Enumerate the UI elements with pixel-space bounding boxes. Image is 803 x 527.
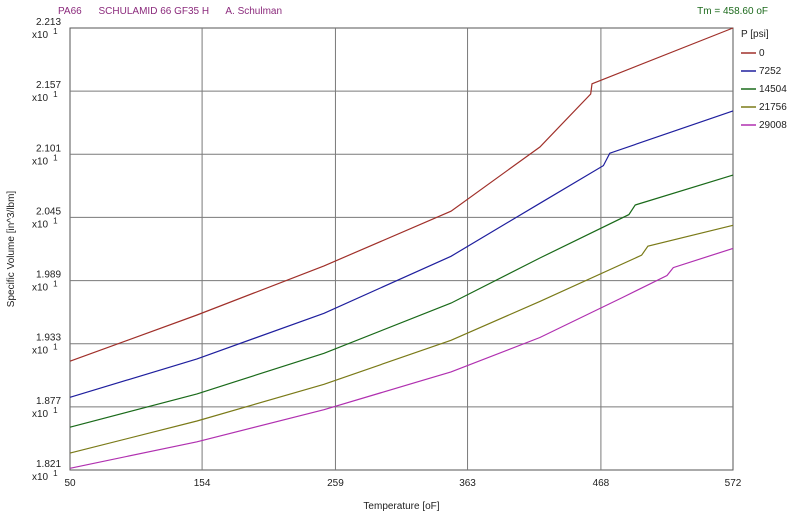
y-tick-exponent: 1: [53, 27, 58, 36]
y-tick-label: 2.213: [36, 17, 61, 28]
series-line-0: [69, 27, 734, 362]
series-line-14504: [69, 174, 734, 428]
y-tick-multiplier: x10 1: [32, 469, 58, 483]
legend-title: P [psi]: [741, 29, 769, 40]
y-tick-multiplier: x10 1: [32, 27, 58, 41]
y-tick-label: 2.101: [36, 143, 61, 154]
y-tick-exponent: 1: [53, 406, 58, 415]
y-tick-exponent: 1: [53, 153, 58, 162]
plot-frame: [69, 27, 734, 471]
legend-label: 7252: [759, 66, 782, 77]
x-tick-label: 363: [459, 478, 476, 489]
chart-header: PA66 SCHULAMID 66 GF35 H A. Schulman: [58, 6, 296, 17]
y-tick-label: 2.157: [36, 80, 61, 91]
material-label: PA66: [58, 6, 82, 17]
x-tick-label: 572: [725, 478, 742, 489]
legend-label: 14504: [759, 84, 787, 95]
x-axis-title: Temperature [oF]: [363, 501, 439, 512]
x-tick-label: 154: [194, 478, 211, 489]
y-tick-multiplier: x10 1: [32, 90, 58, 104]
legend-label: 0: [759, 48, 765, 59]
x-tick-label: 50: [64, 478, 76, 489]
y-tick-multiplier: x10 1: [32, 153, 58, 167]
y-tick-exponent: 1: [53, 343, 58, 352]
y-tick-label: 1.877: [36, 396, 61, 407]
grade-label: SCHULAMID 66 GF35 H: [98, 6, 210, 17]
series-line-29008: [69, 247, 734, 469]
series-line-21756: [69, 224, 734, 454]
y-tick-exponent: 1: [53, 469, 58, 478]
x-tick-label: 468: [593, 478, 610, 489]
series-line-7252: [69, 110, 734, 398]
y-tick-multiplier: x10 1: [32, 343, 58, 357]
y-tick-multiplier: x10 1: [32, 280, 58, 294]
supplier-label: A. Schulman: [225, 6, 283, 17]
melt-temperature-label: Tm = 458.60 oF: [697, 6, 768, 17]
y-tick-exponent: 1: [53, 90, 58, 99]
legend-label: 21756: [759, 102, 787, 113]
y-tick-exponent: 1: [53, 216, 58, 225]
y-tick-label: 1.989: [36, 270, 61, 281]
y-tick-exponent: 1: [53, 280, 58, 289]
y-tick-label: 1.821: [36, 459, 61, 470]
y-tick-label: 1.933: [36, 333, 61, 344]
legend-label: 29008: [759, 120, 787, 131]
y-tick-multiplier: x10 1: [32, 406, 58, 420]
y-tick-multiplier: x10 1: [32, 216, 58, 230]
x-tick-label: 259: [327, 478, 344, 489]
y-axis-title: Specific Volume [in^3/lbm]: [6, 191, 17, 308]
y-tick-label: 2.045: [36, 206, 61, 217]
